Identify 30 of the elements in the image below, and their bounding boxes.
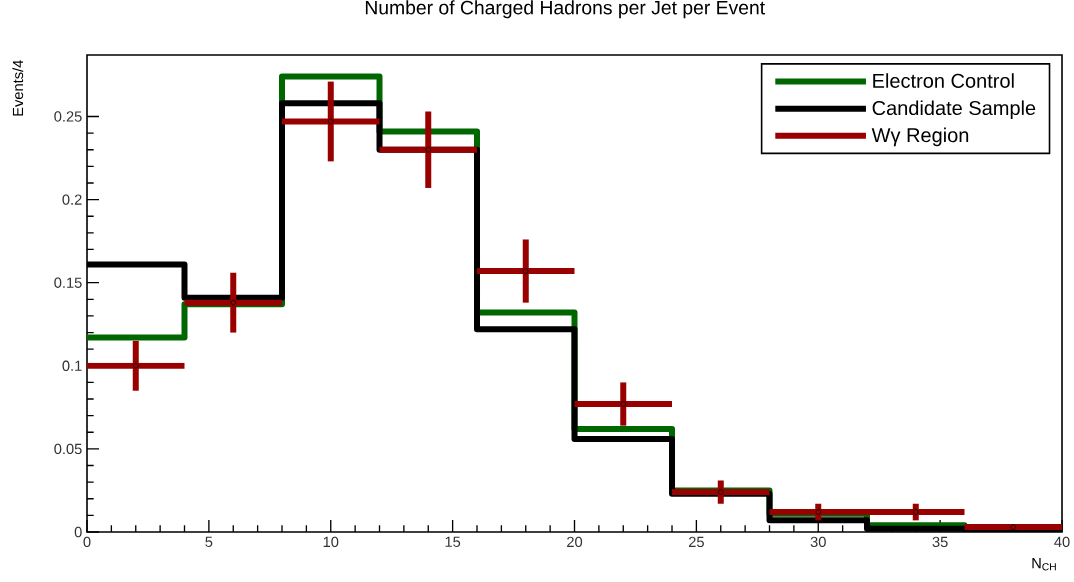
x-axis-title: N$_{CH}$ [1032, 558, 1056, 571]
y-tick-label: 0.05 [54, 443, 82, 455]
y-tick-label: 0.25 [54, 111, 82, 122]
y-tick-label: 0.1 [62, 360, 82, 371]
x-tick-label: 40 [1054, 536, 1070, 548]
point [522, 268, 529, 274]
legend-label: Wγ Region [871, 127, 969, 147]
x-tick-label: 20 [567, 536, 583, 548]
x-tick-label: 0 [83, 536, 91, 548]
y-axis-title: Events/4 [12, 60, 24, 116]
chart-title: Number of Charged Hadrons per Jet per Event [365, 0, 765, 19]
point [327, 118, 334, 125]
legend-label: Candidate Sample [872, 100, 1036, 120]
point [717, 489, 724, 495]
y-tick-label: 0.15 [54, 277, 82, 288]
point [815, 509, 822, 515]
x-tick-label: 25 [688, 536, 704, 548]
y-tick-label: 0.2 [62, 194, 82, 205]
point [230, 299, 237, 306]
x-tick-label: 30 [810, 536, 826, 548]
x-tick-label: 15 [445, 536, 461, 547]
legend-label: Electron Control [873, 73, 1014, 88]
x-tick-label: 5 [205, 536, 213, 547]
point [620, 401, 627, 407]
x-tick-label: 10 [323, 536, 339, 548]
x-tick-label: 35 [932, 536, 948, 548]
point [132, 362, 139, 369]
point [425, 146, 432, 153]
point [912, 509, 919, 515]
y-tick-label: 0 [74, 526, 82, 538]
